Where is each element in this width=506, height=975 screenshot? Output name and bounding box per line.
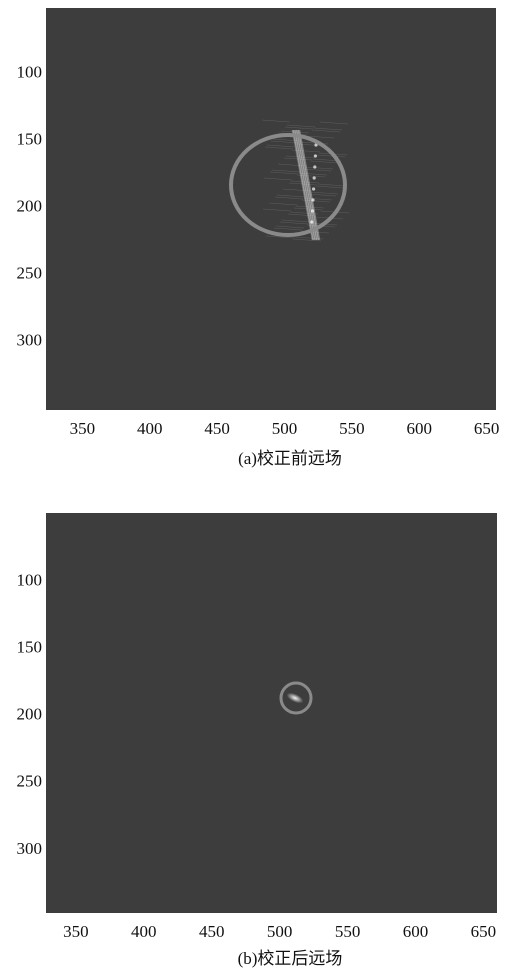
x-tick-label: 600 (406, 419, 432, 438)
spot (312, 187, 315, 190)
y-tick-label: 300 (17, 839, 43, 858)
x-tick-label: 350 (63, 922, 89, 941)
page: {"chart_data": [ {"type": "image", "capt… (0, 0, 506, 970)
caption: (a)校正前远场 (238, 449, 342, 468)
y-tick-label: 150 (17, 130, 43, 149)
x-tick-label: 400 (131, 922, 157, 941)
y-tick-label: 100 (17, 570, 43, 589)
x-tick-label: 600 (403, 922, 429, 941)
spot (313, 176, 316, 179)
y-tick-label: 100 (17, 63, 43, 82)
spot (311, 209, 314, 212)
y-tick-label: 250 (17, 772, 43, 791)
image-area (46, 513, 497, 913)
y-tick-label: 200 (17, 197, 43, 216)
x-tick-label: 650 (471, 922, 497, 941)
x-tick-label: 350 (70, 419, 96, 438)
x-tick-label: 500 (272, 419, 298, 438)
image-area (46, 8, 496, 410)
x-tick-label: 450 (199, 922, 225, 941)
figure: 350 400 450 500 550 600 650 100 150 200 250 300 (a)校… (0, 0, 506, 970)
y-tick-label: 200 (17, 705, 43, 724)
y-tick-label: 150 (17, 637, 43, 656)
x-tick-label: 500 (267, 922, 293, 941)
spot (313, 165, 316, 168)
x-tick-label: 450 (204, 419, 230, 438)
y-tick-label: 300 (17, 331, 43, 350)
x-tick-label: 650 (474, 419, 500, 438)
spot (311, 198, 314, 201)
spot (310, 220, 313, 223)
panel: 350 400 450 500 550 600 650 100 150 200 250 300 (b)校… (17, 513, 498, 968)
x-tick-label: 400 (137, 419, 163, 438)
x-tick-label: 550 (335, 922, 361, 941)
y-tick-label: 250 (17, 264, 43, 283)
x-tick-label: 550 (339, 419, 365, 438)
caption: (b)校正后远场 (238, 949, 343, 968)
spot (314, 154, 317, 157)
panel: 350 400 450 500 550 600 650 100 150 200 250 300 (a)校… (17, 8, 500, 468)
